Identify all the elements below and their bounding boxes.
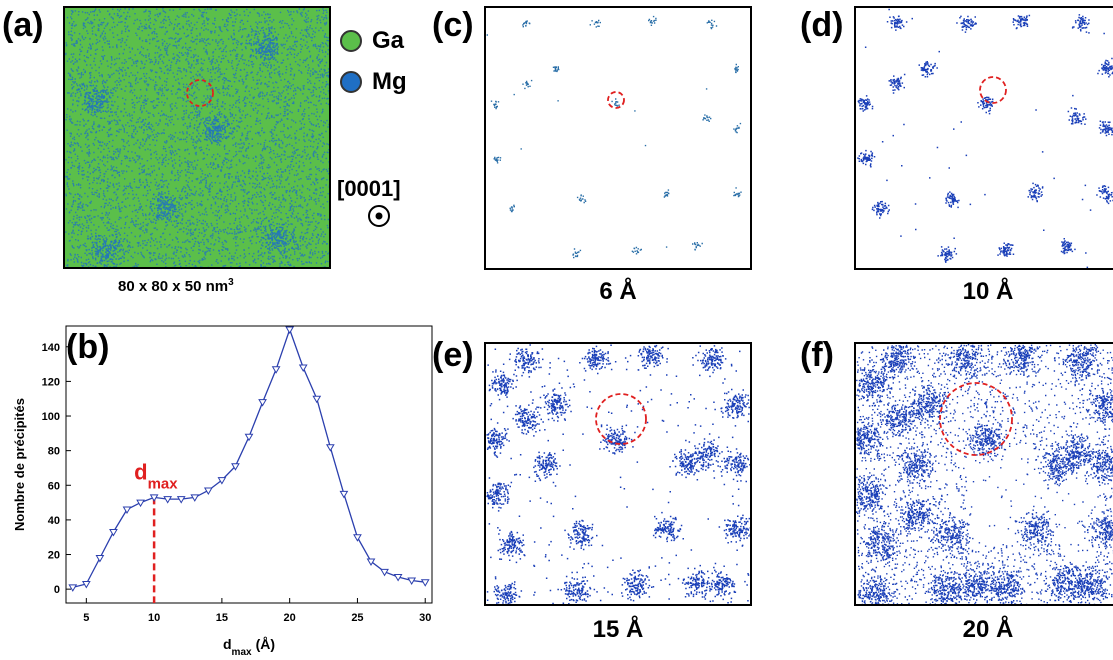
y-tick-label: 120 xyxy=(42,376,60,388)
volume-text: 80 x 80 x 50 nm xyxy=(118,278,229,295)
data-point xyxy=(244,433,254,442)
ga-dot-icon xyxy=(340,30,362,52)
data-point xyxy=(163,496,173,504)
cluster-map-6A xyxy=(484,6,752,270)
y-tick-label: 20 xyxy=(48,550,60,562)
y-tick-label: 80 xyxy=(48,446,60,458)
cluster-map-6A-plot xyxy=(486,15,742,259)
y-tick-label: 140 xyxy=(42,342,60,354)
data-point xyxy=(393,574,403,582)
legend-ga-label: Ga xyxy=(372,27,405,54)
data-point xyxy=(325,444,335,452)
data-point xyxy=(258,399,267,407)
caption-e: 15 Å xyxy=(592,616,644,643)
x-tick-label: 30 xyxy=(419,612,431,624)
legend-ga: Ga xyxy=(340,27,404,55)
atom-map xyxy=(65,8,329,267)
direction-label: [0001] xyxy=(337,176,401,201)
data-point xyxy=(298,364,308,373)
data-point xyxy=(312,395,322,404)
data-point xyxy=(176,496,186,504)
data-point xyxy=(149,494,159,502)
data-point xyxy=(420,579,430,587)
out-of-plane-dot-icon xyxy=(368,205,390,227)
atom-map-panel xyxy=(63,6,331,269)
cluster-map-10A-plot xyxy=(857,8,1113,268)
caption-c: 6 Å xyxy=(599,278,637,305)
panel-label-f: (f) xyxy=(800,336,834,374)
panel-label-b: (b) xyxy=(66,328,110,366)
cluster-map-10A xyxy=(854,6,1113,270)
data-point xyxy=(407,577,417,585)
data-point xyxy=(136,499,145,508)
panel-label-a: (a) xyxy=(2,6,44,44)
data-point xyxy=(109,529,118,537)
x-tick-label: 5 xyxy=(83,612,89,624)
panel-label-d: (d) xyxy=(800,6,844,44)
y-tick-label: 40 xyxy=(48,515,60,527)
legend-mg: Mg xyxy=(340,68,407,96)
volume-exponent: 3 xyxy=(228,277,234,288)
data-point xyxy=(271,366,281,374)
y-tick-label: 60 xyxy=(48,480,60,492)
precipitate-count-chart: 0 20 40 60 80 100 120 140 5 10 15 20 25 30 Nombre de p… xyxy=(12,325,433,658)
caption-f: 20 Å xyxy=(962,616,1014,643)
cluster-map-15A-plot xyxy=(486,344,750,604)
cluster-map-20A-plot xyxy=(856,344,1113,604)
data-point xyxy=(353,534,362,542)
data-point xyxy=(380,568,389,577)
panel-label-c: (c) xyxy=(432,6,474,44)
mg-dot-icon xyxy=(340,71,362,93)
data-point xyxy=(366,558,376,566)
x-tick-label: 25 xyxy=(351,612,363,624)
dmax-annotation: dmax xyxy=(134,459,178,492)
x-tick-label: 20 xyxy=(284,612,296,624)
data-point xyxy=(231,463,240,471)
cluster-map-20A xyxy=(854,342,1113,606)
cluster-map-15A xyxy=(484,342,752,606)
data-point xyxy=(203,487,213,495)
data-point xyxy=(68,584,78,592)
data-point xyxy=(339,490,349,499)
chart-frame xyxy=(65,325,433,604)
y-axis-label: Nombre de précipités xyxy=(12,398,27,531)
y-tick-label: 0 xyxy=(54,584,60,596)
data-point xyxy=(81,580,91,589)
x-tick-label: 15 xyxy=(216,612,228,624)
data-point xyxy=(190,494,200,502)
data-point xyxy=(217,477,227,485)
x-axis-label: dmax (Å) xyxy=(223,636,275,658)
legend-mg-label: Mg xyxy=(372,68,407,95)
volume-caption: 80 x 80 x 50 nm3 xyxy=(118,277,234,295)
data-point xyxy=(285,326,295,334)
caption-d: 10 Å xyxy=(962,278,1014,305)
data-point xyxy=(95,554,105,563)
x-tick-label: 10 xyxy=(148,612,160,624)
data-point xyxy=(122,506,132,515)
series-line xyxy=(72,327,426,589)
y-tick-label: 100 xyxy=(42,411,60,423)
panel-label-e: (e) xyxy=(432,336,474,374)
